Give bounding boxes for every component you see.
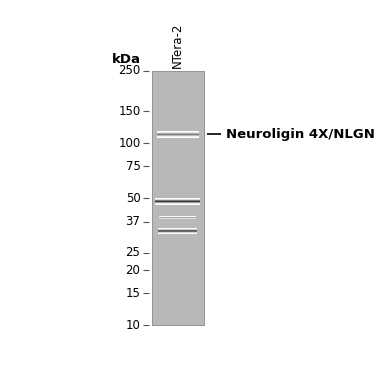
- Text: 10: 10: [126, 319, 141, 332]
- Text: 20: 20: [126, 264, 141, 277]
- Text: Neuroligin 4X/NLGN4X: Neuroligin 4X/NLGN4X: [226, 128, 375, 141]
- Text: 25: 25: [126, 246, 141, 259]
- Text: NTera-2: NTera-2: [171, 23, 184, 68]
- Text: kDa: kDa: [111, 53, 141, 66]
- Text: 75: 75: [126, 159, 141, 172]
- Bar: [152, 71, 204, 325]
- Text: 250: 250: [118, 64, 141, 78]
- Text: 100: 100: [118, 137, 141, 150]
- Text: 37: 37: [126, 215, 141, 228]
- Text: 50: 50: [126, 192, 141, 204]
- Text: 15: 15: [126, 286, 141, 300]
- Text: 150: 150: [118, 105, 141, 118]
